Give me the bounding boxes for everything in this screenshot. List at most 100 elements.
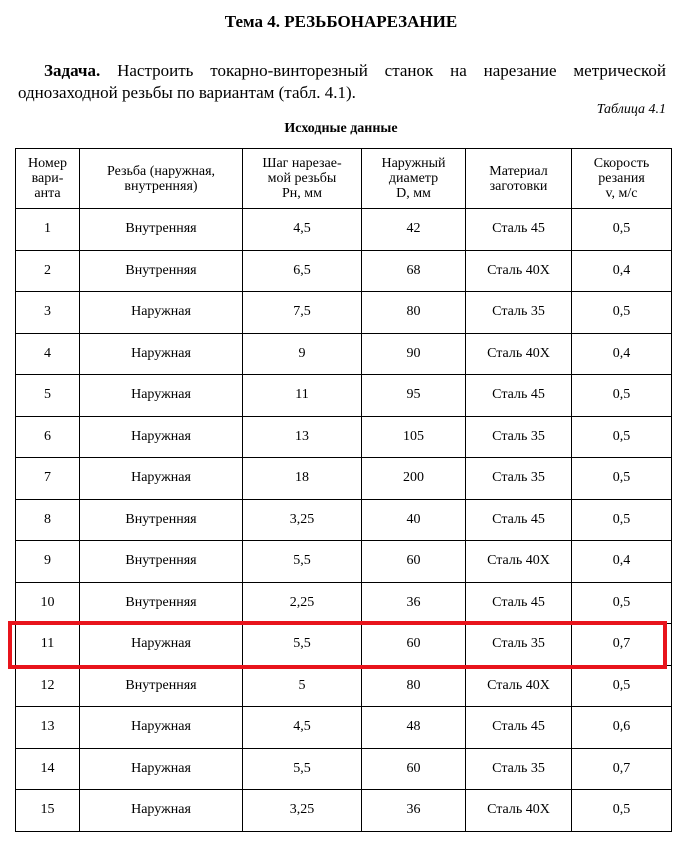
- table-cell: 60: [361, 747, 466, 790]
- table-cell: Сталь 40Х: [465, 249, 572, 292]
- page-title: Тема 4. РЕЗЬБОНАРЕЗАНИЕ: [224, 12, 458, 31]
- table-header-row: Номер вари-анта Резьба (наружная, внутрення…: [15, 148, 672, 209]
- table-cell: 9: [242, 332, 362, 375]
- table-cell: Наружная: [79, 457, 243, 500]
- column-header: Резьба (наружная, внутренняя): [79, 148, 243, 209]
- table-cell: 6: [15, 415, 80, 458]
- table-cell: 36: [361, 581, 466, 624]
- table-row: 10 Внутренняя 2,25 36 Сталь 45 0,5: [15, 581, 672, 624]
- table-cell: 0,5: [571, 208, 672, 251]
- column-header-line: Pн, мм: [282, 186, 322, 201]
- column-header-line: Скорость: [593, 156, 650, 171]
- table-cell: 3: [15, 291, 80, 334]
- table-cell: 7,5: [242, 291, 362, 334]
- table-caption: Исходные данные: [284, 121, 398, 136]
- table-row: 12 Внутренняя 5 80 Сталь 40Х 0,5: [15, 664, 672, 707]
- table-cell: Наружная: [79, 415, 243, 458]
- table-row: 5 Наружная 11 95 Сталь 45 0,5: [15, 374, 672, 417]
- table-cell: Внутренняя: [79, 581, 243, 624]
- table-cell: Наружная: [79, 789, 243, 832]
- table-row: 4 Наружная 9 90 Сталь 40Х 0,4: [15, 332, 672, 375]
- table-cell: 5: [15, 374, 80, 417]
- table-cell: 11: [15, 623, 80, 666]
- task-text: Настроить токарно-винторезный станок на …: [18, 61, 666, 102]
- column-header: Номер вари-анта: [15, 148, 80, 209]
- column-header-line: мой резьбы: [267, 171, 337, 186]
- task-paragraph: Задача. Настроить токарно-винторезный ст…: [18, 60, 666, 104]
- table-cell: 80: [361, 664, 466, 707]
- table-cell: Внутренняя: [79, 540, 243, 583]
- column-header-line: внутренняя): [124, 178, 198, 194]
- table-cell: Сталь 40Х: [465, 789, 572, 832]
- column-header-line: Резьба (наружная,: [106, 163, 216, 179]
- table-cell: Сталь 45: [465, 706, 572, 749]
- table-cell: 0,6: [571, 706, 672, 749]
- table-cell: 0,5: [571, 374, 672, 417]
- table-cell: 7: [15, 457, 80, 500]
- table-cell: 6,5: [242, 249, 362, 292]
- table-cell: 1: [15, 208, 80, 251]
- table-cell: 4,5: [242, 706, 362, 749]
- column-header-line: вари-: [31, 171, 64, 186]
- table-cell: 3,25: [242, 789, 362, 832]
- table-cell: Внутренняя: [79, 664, 243, 707]
- table-cell: Наружная: [79, 332, 243, 375]
- table-cell: Наружная: [79, 291, 243, 334]
- table-cell: Сталь 35: [465, 747, 572, 790]
- table-cell: 60: [361, 540, 466, 583]
- table-cell: 18: [242, 457, 362, 500]
- column-header-line: Материал: [489, 163, 548, 179]
- column-header-line: D, мм: [396, 186, 431, 201]
- table-row: 13 Наружная 4,5 48 Сталь 45 0,6: [15, 706, 672, 749]
- table-row: 9 Внутренняя 5,5 60 Сталь 40Х 0,4: [15, 540, 672, 583]
- table-cell: 13: [242, 415, 362, 458]
- table-cell: 4: [15, 332, 80, 375]
- table-cell: 12: [15, 664, 80, 707]
- table-cell: 0,7: [571, 747, 672, 790]
- table-cell: 0,4: [571, 540, 672, 583]
- column-header-line: v, м/с: [605, 186, 638, 201]
- variants-table: Номер вари-анта Резьба (наружная, внутрення…: [15, 148, 672, 832]
- table-cell: 48: [361, 706, 466, 749]
- table-number: Таблица 4.1: [596, 102, 666, 117]
- table-cell: 90: [361, 332, 466, 375]
- table-cell: 42: [361, 208, 466, 251]
- table-row: 1 Внутренняя 4,5 42 Сталь 45 0,5: [15, 208, 672, 251]
- table-row: 3 Наружная 7,5 80 Сталь 35 0,5: [15, 291, 672, 334]
- table-cell: 10: [15, 581, 80, 624]
- table-cell: 5: [242, 664, 362, 707]
- table-row: 15 Наружная 3,25 36 Сталь 40Х 0,5: [15, 789, 672, 832]
- table-row: 8 Внутренняя 3,25 40 Сталь 45 0,5: [15, 498, 672, 541]
- table-cell: 9: [15, 540, 80, 583]
- column-header-line: Номер: [28, 156, 67, 171]
- table-cell: 0,5: [571, 291, 672, 334]
- table-cell: Внутренняя: [79, 208, 243, 251]
- task-label: Задача.: [44, 61, 101, 80]
- column-header: Шаг нарезае-мой резьбы Pн, мм: [242, 148, 362, 209]
- table-cell: 5,5: [242, 747, 362, 790]
- table-cell: Сталь 40Х: [465, 664, 572, 707]
- column-header-line: Наружный: [381, 156, 446, 171]
- table-cell: 0,5: [571, 789, 672, 832]
- table-cell: 0,5: [571, 581, 672, 624]
- table-cell: Наружная: [79, 374, 243, 417]
- table-cell: 80: [361, 291, 466, 334]
- table-cell: 200: [361, 457, 466, 500]
- table-cell: 15: [15, 789, 80, 832]
- column-header-line: диаметр: [388, 171, 439, 186]
- column-header-line: Шаг нарезае-: [262, 156, 342, 171]
- column-header: Материал заготовки: [465, 148, 572, 209]
- table-cell: 0,4: [571, 249, 672, 292]
- table-cell: Сталь 45: [465, 208, 572, 251]
- column-header-line: резания: [598, 171, 645, 186]
- table-cell: 0,5: [571, 664, 672, 707]
- table-row: 2 Внутренняя 6,5 68 Сталь 40Х 0,4: [15, 249, 672, 292]
- table-cell: 14: [15, 747, 80, 790]
- table-row: 14 Наружная 5,5 60 Сталь 35 0,7: [15, 747, 672, 790]
- table-cell: 4,5: [242, 208, 362, 251]
- table-cell: Сталь 45: [465, 374, 572, 417]
- table-cell: 3,25: [242, 498, 362, 541]
- table-cell: Внутренняя: [79, 498, 243, 541]
- highlight-box: [8, 621, 667, 669]
- table-cell: 40: [361, 498, 466, 541]
